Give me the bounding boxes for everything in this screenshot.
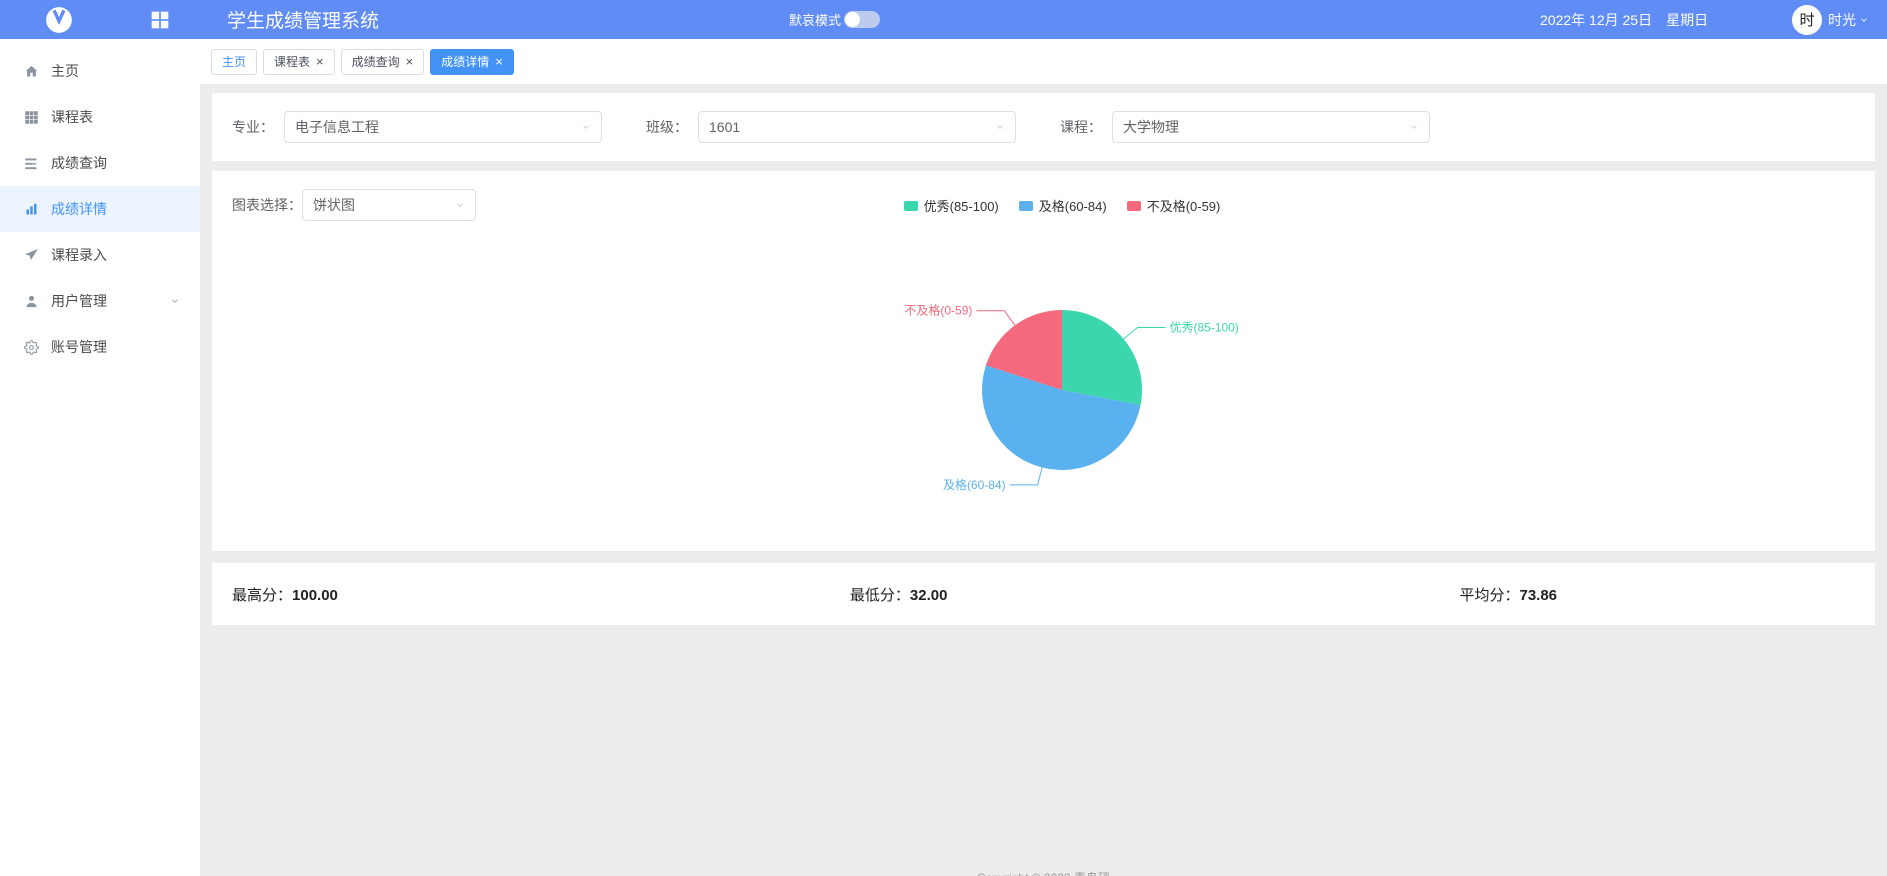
svg-text:优秀(85-100): 优秀(85-100) [1170,321,1239,335]
svg-text:及格(60-84): 及格(60-84) [943,477,1006,492]
svg-text:不及格(0-59): 不及格(0-59) [904,303,972,318]
